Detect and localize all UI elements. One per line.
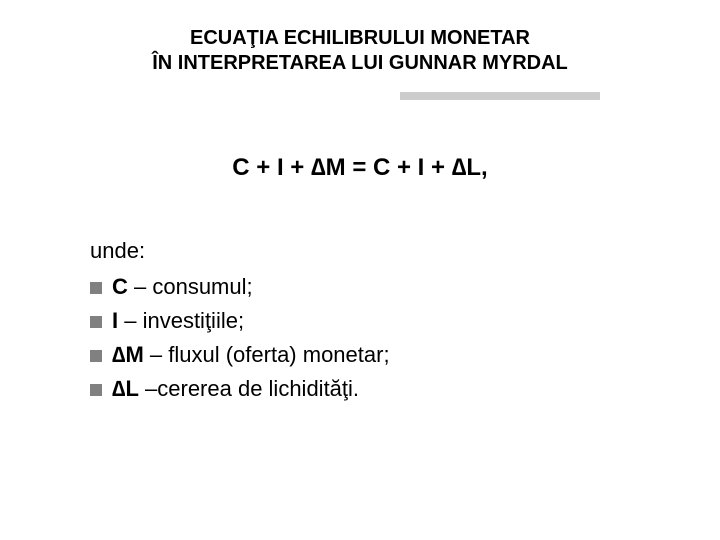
- square-bullet-icon: [90, 316, 102, 328]
- description: – investiţiile;: [118, 308, 244, 333]
- square-bullet-icon: [90, 282, 102, 294]
- term: ∆L: [112, 376, 139, 401]
- description: –cererea de lichidităţi.: [139, 376, 359, 401]
- list-item: I – investiţiile;: [90, 304, 720, 338]
- list-item: ∆L –cererea de lichidităţi.: [90, 372, 720, 406]
- definitions-lead: unde:: [90, 234, 720, 268]
- list-item: C – consumul;: [90, 270, 720, 304]
- title-line-1: ECUAŢIA ECHILIBRULUI MONETAR: [0, 26, 720, 51]
- list-item-text: ∆L –cererea de lichidităţi.: [112, 372, 359, 406]
- slide-title: ECUAŢIA ECHILIBRULUI MONETAR ÎN INTERPRE…: [0, 0, 720, 76]
- definitions-block: unde: C – consumul; I – investiţiile; ∆M…: [90, 234, 720, 406]
- list-item: ∆M – fluxul (oferta) monetar;: [90, 338, 720, 372]
- title-line-2: ÎN INTERPRETAREA LUI GUNNAR MYRDAL: [0, 51, 720, 76]
- list-item-text: C – consumul;: [112, 270, 253, 304]
- term: C: [112, 274, 128, 299]
- square-bullet-icon: [90, 384, 102, 396]
- description: – fluxul (oferta) monetar;: [144, 342, 390, 367]
- list-item-text: ∆M – fluxul (oferta) monetar;: [112, 338, 390, 372]
- list-item-text: I – investiţiile;: [112, 304, 244, 338]
- equation: C + I + ∆M = C + I + ∆L,: [0, 154, 720, 182]
- square-bullet-icon: [90, 350, 102, 362]
- title-underline: [400, 92, 600, 100]
- description: – consumul;: [128, 274, 253, 299]
- term: ∆M: [112, 342, 144, 367]
